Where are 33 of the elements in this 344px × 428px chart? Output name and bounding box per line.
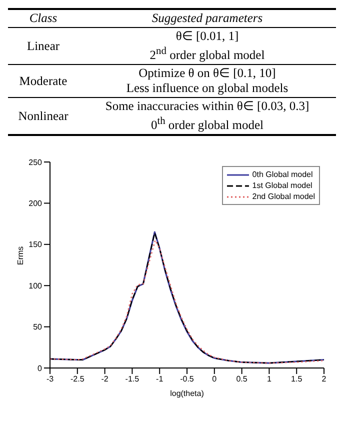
x-tick-label: 0.5 [236,374,248,384]
x-tick-label: -2.5 [70,374,85,384]
x-tick-label: 0 [212,374,218,384]
text: 2$^{nd}$ order global model [148,45,266,64]
x-tick-label: -3 [46,374,54,384]
y-tick-label: 50 [33,322,43,332]
legend-label: 2nd Global model [252,191,315,202]
text: Optimize θ on θ∈ [0.1, 10] [138,66,277,82]
x-tick-label: 1 [266,374,272,384]
y-tick-label: 250 [28,158,43,168]
x-tick-label: -1.5 [125,374,140,384]
text: Linear [26,38,61,55]
text: Nonlinear [17,108,70,125]
text: Less influence on global models [125,81,290,96]
x-tick-label: -1 [156,374,164,384]
legend-label: 0th Global model [252,169,313,180]
x-tick-label: 2 [322,374,327,384]
text: 0$^{th}$ order global model [150,115,265,134]
text: Some inaccuracies within θ∈ [0.03, 0.3] [104,99,310,114]
y-axis-title: Erms [16,246,25,266]
text: Suggested parameters [150,10,264,27]
y-tick-label: 200 [28,199,43,208]
x-tick-label: -0.5 [180,374,194,384]
y-tick-label: 0 [38,364,43,374]
text: Moderate [18,72,68,90]
text: θ∈ [0.01, 1] [174,29,240,44]
x-tick-label: -2 [101,374,109,384]
text: Class [28,10,58,27]
y-tick-label: 150 [28,240,43,250]
y-tick-label: 100 [28,282,43,291]
x-tick-label: 1.5 [291,374,303,384]
legend-label: 1st Global model [252,180,312,192]
x-axis-title: log(theta) [170,389,204,398]
